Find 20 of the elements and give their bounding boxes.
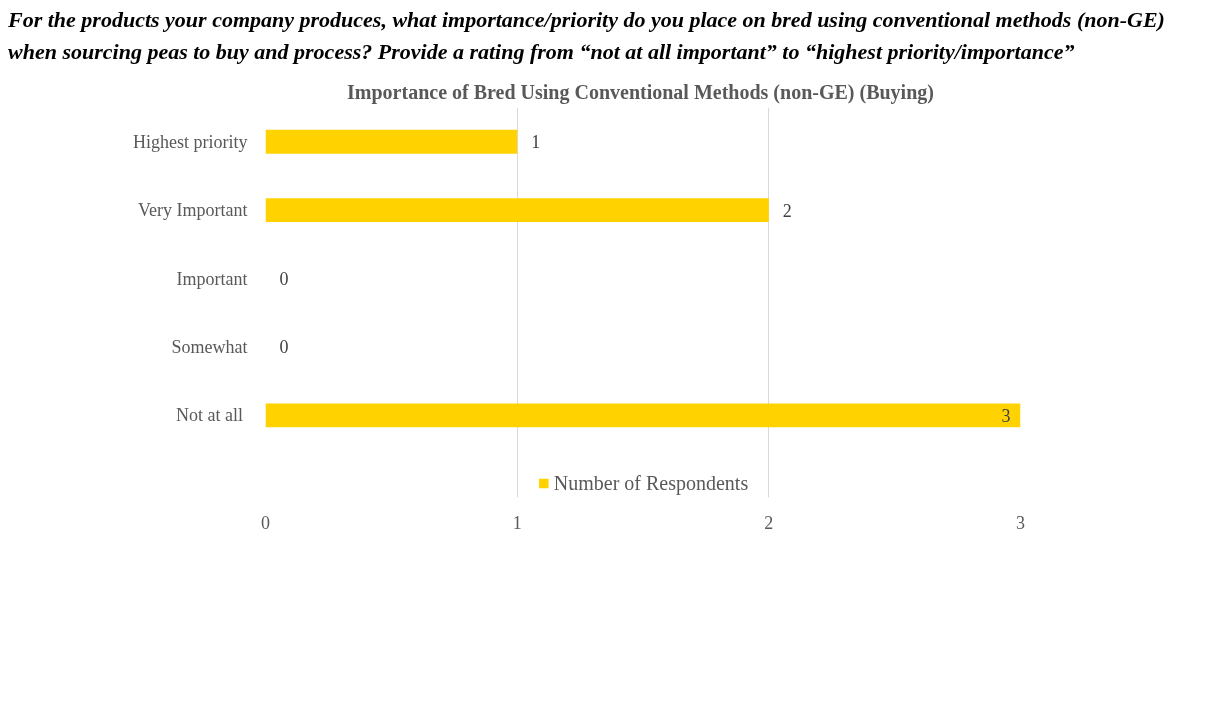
data-label: 3 xyxy=(1001,405,1011,426)
data-label: 0 xyxy=(279,268,289,289)
x-tick-label: 3 xyxy=(1016,512,1025,533)
x-tick-label: 1 xyxy=(512,512,522,533)
legend-label: Number of Respondents xyxy=(553,471,749,495)
data-label: 0 xyxy=(279,337,289,358)
data-label: 1 xyxy=(531,131,541,152)
chart-title: For the products your company produces, what importance/priority do you place on bred using conventional methods (non-GE) when sourcing peas to buy and process? Provide a rating from “not at all important” to “highest priority/importance” xyxy=(8,6,1166,66)
data-label: 2 xyxy=(782,200,792,221)
x-tick-label: 2 xyxy=(764,512,774,533)
bar xyxy=(265,197,769,222)
y-tick-label: Not at all xyxy=(176,405,243,426)
x-tick-label: 0 xyxy=(261,512,270,533)
y-tick-label: Somewhat xyxy=(171,336,248,357)
y-tick-label: Highest priority xyxy=(133,131,248,152)
y-tick-label: Very Important xyxy=(138,199,248,220)
chart-subtitle: Importance of Bred Using Conventional Methods (non-GE) (Buying) xyxy=(347,80,934,104)
bar xyxy=(265,129,518,154)
y-tick-label: Important xyxy=(176,268,248,289)
bar xyxy=(265,403,1021,428)
